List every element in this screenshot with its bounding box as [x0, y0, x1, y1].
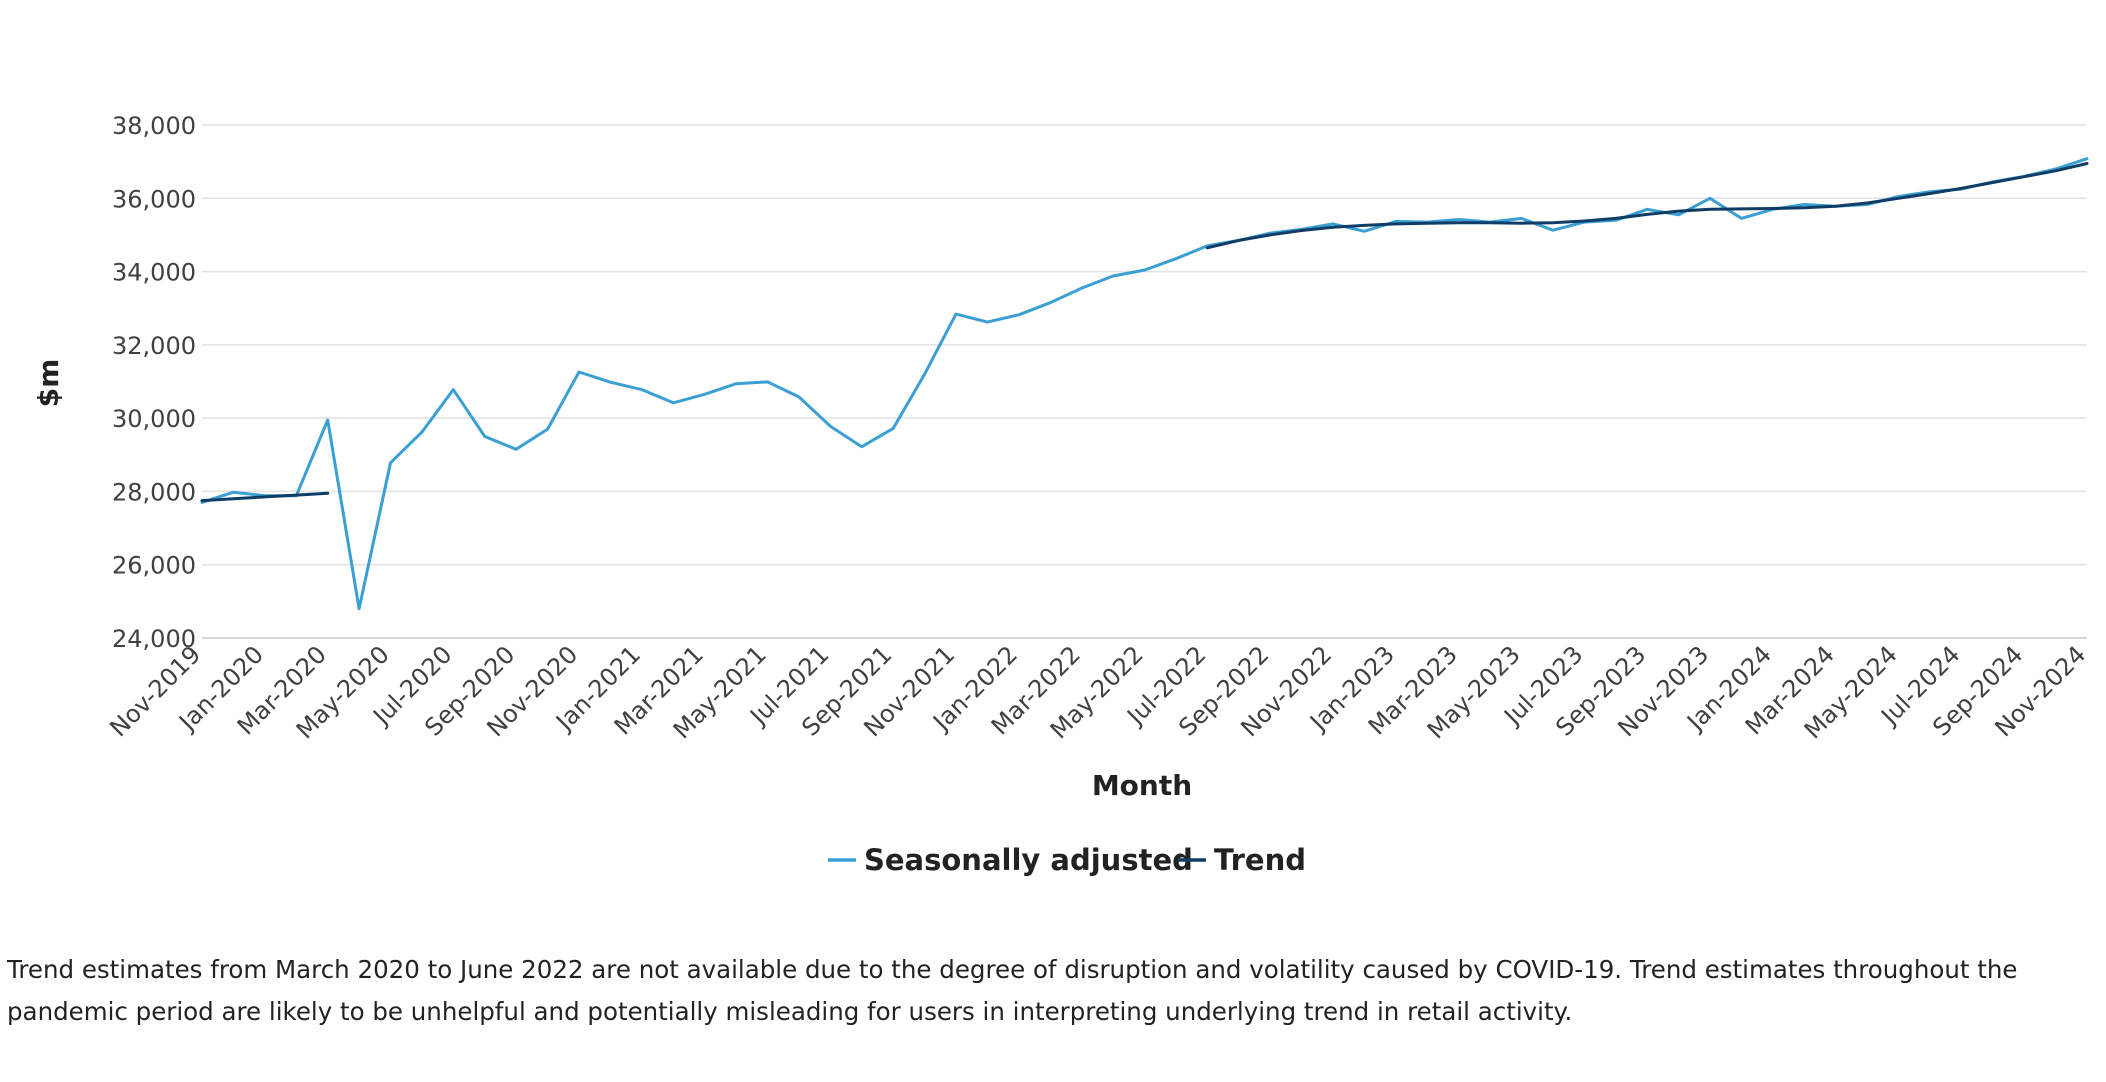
y-tick-label: 32,000 [112, 332, 196, 360]
legend-label-seasonally-adjusted[interactable]: Seasonally adjusted [864, 843, 1193, 877]
y-tick-label: 28,000 [112, 478, 196, 506]
line-chart: 24,000 26,000 28,000 30,000 32,000 34,000 36,0… [32, 112, 2091, 877]
y-axis-title: $m [32, 359, 65, 408]
y-tick-label: 30,000 [112, 405, 196, 433]
chart-footnote: Trend estimates from March 2020 to June … [7, 955, 2018, 1026]
y-tick-label: 34,000 [112, 259, 196, 287]
series-line-trend [200, 162, 2089, 503]
legend-label-trend[interactable]: Trend [1214, 843, 1306, 877]
y-axis-ticks: 24,000 26,000 28,000 30,000 32,000 34,000 36,0… [112, 112, 196, 653]
y-tick-label: 24,000 [112, 625, 196, 653]
x-axis-ticks: Nov-2019Jan-2020Mar-2020May-2020Jul-2020… [104, 640, 2091, 744]
series-lines [200, 157, 2089, 611]
y-tick-label: 26,000 [112, 552, 196, 580]
gridlines [202, 124, 2087, 639]
x-axis-title: Month [1092, 769, 1192, 802]
series-line-seasonally-adjusted [200, 157, 2089, 611]
legend: Seasonally adjusted Trend [828, 843, 1306, 877]
y-tick-label: 38,000 [112, 112, 196, 140]
y-tick-label: 36,000 [112, 185, 196, 213]
